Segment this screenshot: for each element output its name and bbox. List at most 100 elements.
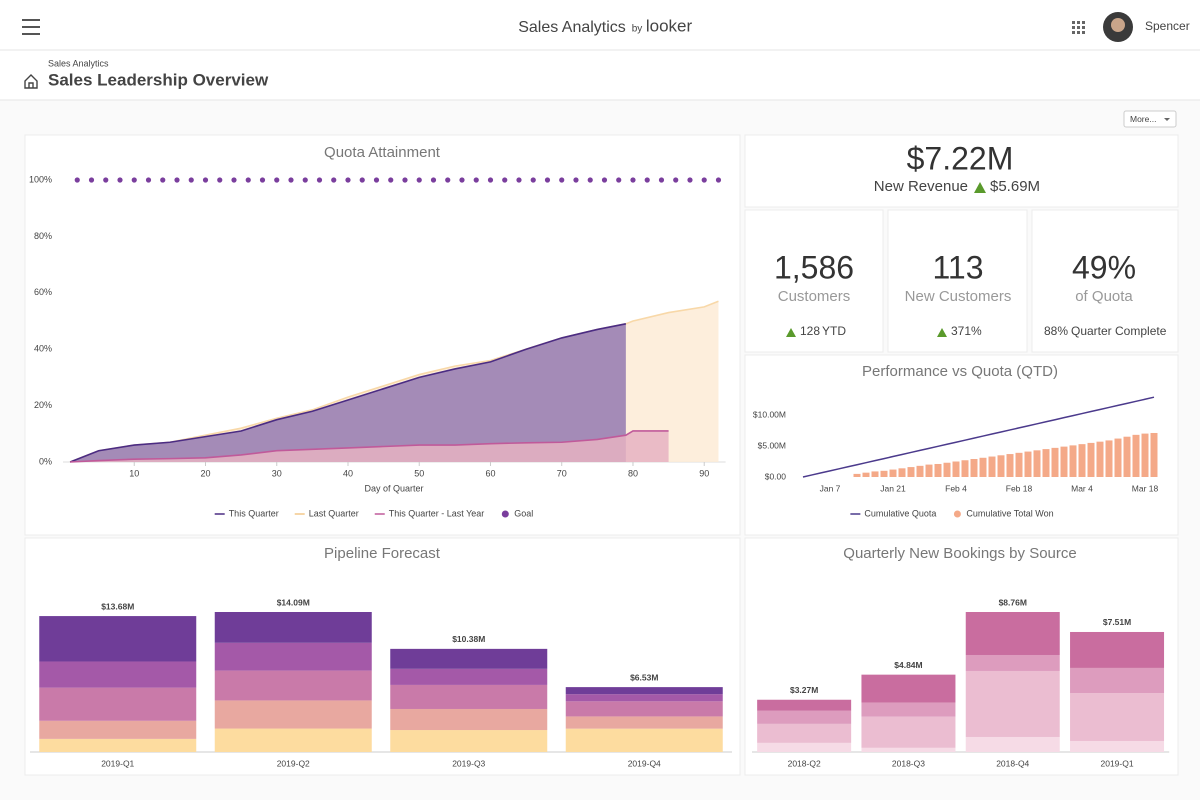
legend-label: Cumulative Total Won (966, 508, 1053, 518)
goal-dot (630, 177, 636, 183)
goal-dot (145, 177, 152, 183)
x-tick-label: 2019-Q1 (101, 758, 134, 768)
bar-segment (965, 654, 1060, 671)
chart-title: Quota Attainment (324, 144, 441, 161)
goal-dot (616, 177, 622, 183)
x-tick-label: 2018-Q4 (996, 758, 1029, 768)
goal-dot (331, 177, 337, 183)
brand: looker (646, 16, 693, 35)
goal-dot (416, 177, 422, 183)
x-tick-label: 50 (414, 468, 424, 478)
legend-label: Cumulative Quota (864, 508, 936, 518)
user-name[interactable]: Spencer (1145, 19, 1190, 33)
x-tick-label: 2018-Q2 (788, 758, 821, 768)
bar-segment (39, 616, 197, 662)
goal-dot (430, 177, 437, 183)
bar (880, 470, 888, 477)
bar (925, 464, 933, 477)
bar (1132, 434, 1140, 477)
goal-dot (103, 177, 109, 183)
goal-dot (174, 177, 180, 183)
kpi-label: Customers (778, 288, 851, 305)
bar-segment (1070, 693, 1165, 741)
goal-dot (644, 177, 650, 183)
total-label: $3.27M (790, 685, 818, 695)
kpi-value: 113 (932, 249, 983, 285)
bar (988, 456, 996, 477)
legend-label: Goal (514, 508, 533, 518)
x-tick-label: Mar 18 (1132, 483, 1159, 493)
y-tick-label: 100% (29, 174, 52, 184)
kpi-change: $5.69M (990, 178, 1040, 195)
tile (744, 134, 1179, 208)
bar-segment (39, 738, 197, 752)
bar-segment (565, 694, 723, 702)
x-tick-label: Jan 7 (820, 483, 841, 493)
x-tick-label: 70 (557, 468, 567, 478)
total-label: $4.84M (894, 660, 922, 670)
bar-segment (565, 728, 723, 752)
goal-dot (601, 177, 608, 183)
goal-dot (373, 177, 380, 183)
goal-dot (316, 177, 323, 183)
line (70, 430, 669, 463)
goal-dot (459, 177, 465, 183)
tile (744, 209, 884, 353)
bar (916, 465, 924, 477)
bar-segment (214, 700, 372, 729)
bar-segment (390, 648, 548, 669)
x-tick-label: Feb 18 (1006, 483, 1033, 493)
bar (871, 471, 879, 477)
bar-segment (757, 710, 852, 724)
home-icon[interactable] (24, 74, 38, 89)
total-label: $7.51M (1103, 617, 1131, 627)
goal-dot (131, 177, 137, 183)
goal-dot (715, 177, 722, 183)
breadcrumb-parent[interactable]: Sales Analytics (48, 58, 109, 68)
avatar[interactable] (1103, 12, 1133, 42)
bar-segment (861, 747, 956, 752)
bar (997, 455, 1005, 477)
goal-dot (74, 177, 80, 183)
bar (907, 467, 915, 477)
kpi-value: 1,586 (774, 249, 854, 285)
total-label: $14.09M (277, 597, 310, 607)
total-label: $13.68M (101, 601, 134, 611)
x-tick-label: 10 (129, 468, 139, 478)
menu-button[interactable] (22, 19, 40, 35)
total-label: $6.53M (630, 672, 658, 682)
kpi-label: of Quota (1075, 288, 1133, 305)
legend-label: This Quarter (229, 508, 279, 518)
y-tick-label: 20% (34, 400, 52, 410)
line (802, 396, 1155, 478)
x-tick-label: 2019-Q4 (628, 758, 661, 768)
more-button[interactable]: More... (1123, 110, 1177, 128)
bar-segment (965, 670, 1060, 737)
bar (898, 468, 906, 477)
goal-dot (117, 177, 123, 183)
goal-dot (402, 177, 408, 183)
bar (853, 473, 861, 477)
bar (862, 472, 870, 477)
goal-dot (359, 177, 365, 183)
bar (952, 461, 960, 477)
bar-segment (565, 701, 723, 717)
goal-dot (502, 177, 508, 183)
bar (1042, 449, 1050, 477)
bar-segment (861, 702, 956, 717)
x-tick-label: 2019-Q3 (452, 758, 485, 768)
goal-dot (245, 177, 251, 183)
y-tick-label: $10.00M (753, 409, 786, 419)
bar (970, 459, 978, 477)
tile (1031, 209, 1179, 353)
goal-dot (573, 177, 579, 183)
goal-dot (188, 177, 194, 183)
bar (1087, 442, 1095, 477)
bar (1006, 454, 1014, 477)
goal-dot (274, 177, 280, 183)
bar (1096, 441, 1104, 477)
goal-dot (388, 177, 394, 183)
y-tick-label: 0% (39, 456, 52, 466)
more-button-label[interactable]: More... (1130, 114, 1156, 124)
apps-button[interactable] (1072, 21, 1085, 34)
